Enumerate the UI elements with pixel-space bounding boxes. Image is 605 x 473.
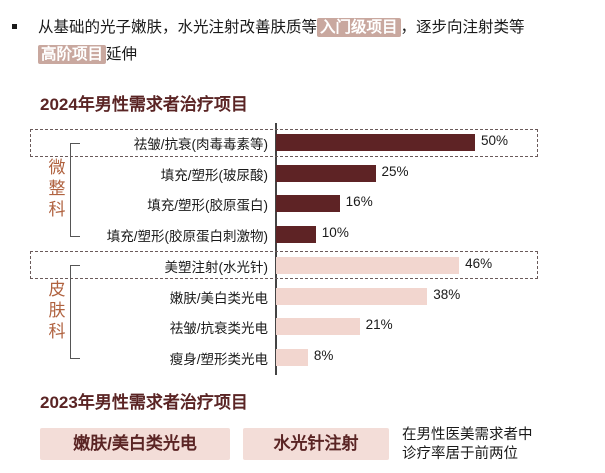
note-line-2: 诊疗率居于前两位 (402, 446, 518, 462)
value-label: 16% (345, 194, 373, 210)
intro-text-middle: ，逐步向注射类等 (400, 19, 525, 36)
bullet-dot (12, 24, 17, 29)
pill-hydration-injection: 水光针注射 (243, 428, 389, 460)
highlight-box (30, 251, 538, 280)
group-bracket (70, 142, 80, 237)
value-label: 10% (321, 225, 349, 241)
note-line-1: 在男性医美需求者中 (402, 427, 533, 443)
group-label-char: 微 (48, 157, 66, 177)
bar (276, 226, 316, 244)
bar (276, 256, 460, 274)
intro-text-after: 延伸 (106, 46, 138, 63)
section2-title: 2023年男性需求者治疗项目 (40, 393, 248, 412)
category-label: 填充/塑形(玻尿酸) (160, 167, 268, 183)
value-label: 38% (433, 286, 461, 302)
intro-text-before: 从基础的光子嫩肤，水光注射改善肤质等 (38, 19, 318, 36)
highlight-advanced: 高阶项目 (38, 45, 107, 64)
value-label: 50% (481, 133, 509, 148)
group-label-char: 科 (48, 199, 66, 219)
category-label: 填充/塑形(胶原蛋白) (147, 198, 268, 214)
group-label: 微整科 (44, 157, 70, 220)
value-label: 8% (313, 347, 334, 363)
chart-axis (275, 123, 277, 375)
value-label: 25% (381, 163, 409, 179)
category-label: 瘦身/塑形类光电 (169, 351, 268, 367)
group-label-char: 科 (48, 322, 66, 342)
group-label-char: 皮 (48, 280, 66, 300)
value-label: 21% (365, 317, 393, 333)
bar (276, 318, 360, 336)
highlight-box (30, 128, 538, 157)
group-label-char: 整 (48, 178, 66, 198)
chart-title: 2024年男性需求者治疗项目 (40, 95, 248, 114)
highlight-entry-level: 入门级项目 (317, 18, 401, 37)
category-label: 祛皱/抗衰(肉毒毒素等) (133, 137, 268, 152)
group-label-char: 肤 (48, 301, 66, 321)
bar (276, 348, 308, 366)
bar (276, 195, 340, 213)
category-label: 美塑注射(水光针) (164, 259, 269, 275)
section2-note: 在男性医美需求者中 诊疗率居于前两位 (402, 426, 533, 464)
group-bracket (70, 265, 80, 360)
intro-paragraph: 从基础的光子嫩肤，水光注射改善肤质等 入门级项目 ，逐步向注射类等高阶项目 延伸 (38, 14, 598, 68)
category-label: 嫩肤/美白类光电 (169, 290, 268, 306)
value-label: 46% (465, 255, 493, 271)
bar (276, 164, 376, 182)
category-label: 填充/塑形(胶原蛋白刺激物) (106, 229, 268, 245)
pill-skin-rejuvenation: 嫩肤/美白类光电 (40, 428, 230, 460)
bar (276, 287, 428, 305)
group-label: 皮肤科 (44, 279, 70, 342)
category-label: 祛皱/抗衰类光电 (169, 321, 268, 337)
bar (276, 134, 475, 151)
